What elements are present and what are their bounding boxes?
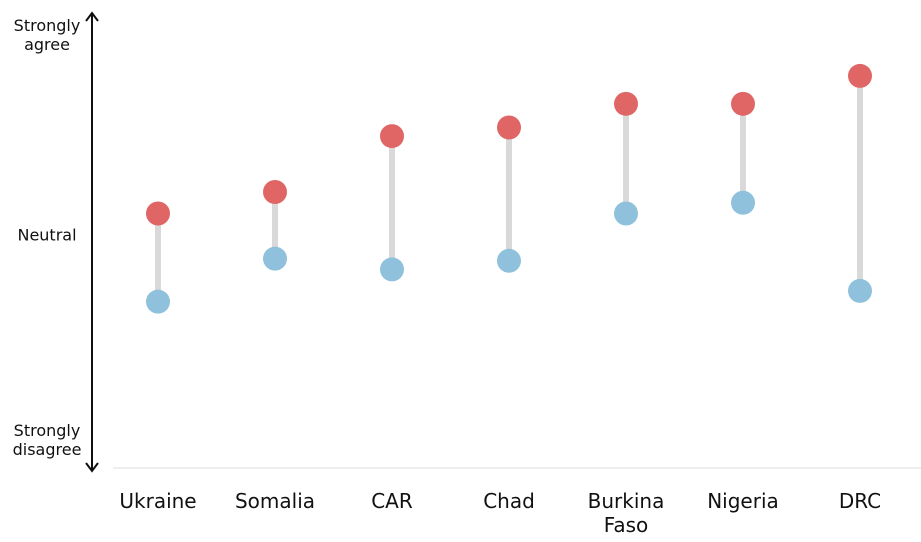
dot [731,91,755,116]
arrow-up [85,11,99,22]
dot [380,124,404,149]
dot [146,289,170,314]
arrow-down [85,462,99,473]
y-tick-label: Strongly agree [13,15,81,54]
x-tick-label: Chad [483,489,535,513]
dot [263,180,287,204]
y-tick-label: Neutral [17,225,77,245]
x-tick-label: Ukraine [119,489,197,513]
dot [146,201,170,226]
x-tick-label: Somalia [234,489,316,513]
x-tick-label: Burkina Faso [587,489,665,537]
dot [497,115,521,140]
dot [614,91,638,116]
y-tick-label: Strongly disagree [12,420,82,459]
x-tick-label: CAR [371,489,413,513]
x-tick-label: DRC [838,489,882,513]
dot [848,63,872,88]
dot [263,246,287,271]
dot [497,248,521,273]
dot [614,201,638,226]
dot [731,190,755,215]
dot [848,278,872,303]
dot [380,257,404,282]
x-tick-label: Nigeria [707,489,779,513]
